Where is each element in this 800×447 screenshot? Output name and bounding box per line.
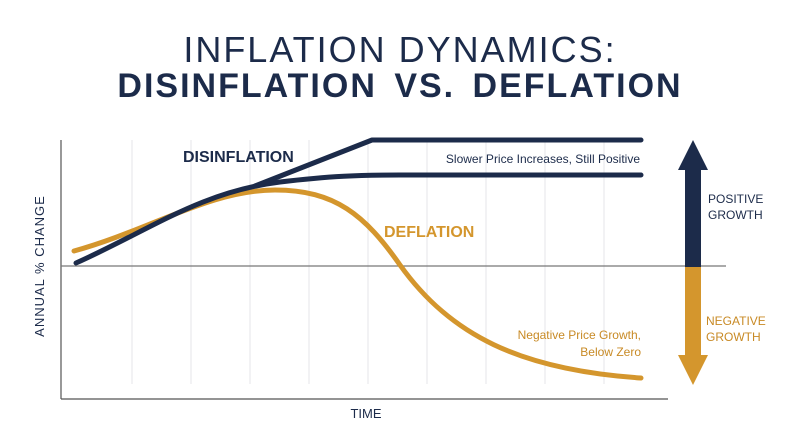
disinflation-label: DISINFLATION (183, 149, 294, 166)
y-axis-label: ANNUAL % CHANGE (32, 195, 47, 337)
negative-arrow-head (678, 355, 708, 385)
negative-arrow-shaft (685, 267, 701, 357)
x-axis-label: TIME (350, 406, 381, 421)
disinflation-curve (73, 172, 644, 266)
disinflation-note: Slower Price Increases, Still Positive (446, 152, 640, 166)
positive-growth-line-2: GROWTH (708, 208, 763, 222)
positive-arrow-head (678, 140, 708, 170)
deflation-note-line-2: Below Zero (580, 345, 641, 359)
positive-arrow-shaft (685, 168, 701, 267)
deflation-curve (71, 187, 644, 381)
positive-growth-line-1: POSITIVE (708, 192, 763, 206)
growth-arrow (678, 140, 708, 385)
title-line-1: INFLATION DYNAMICS: (183, 29, 617, 70)
deflation-label: DEFLATION (384, 224, 474, 241)
negative-growth-line-2: GROWTH (706, 330, 761, 344)
title-line-2: DISINFLATION VS. DEFLATION (117, 67, 683, 105)
negative-growth-line-1: NEGATIVE (706, 314, 766, 328)
deflation-note-line-1: Negative Price Growth, (518, 328, 641, 342)
disinflation-upper-branch (252, 137, 644, 189)
